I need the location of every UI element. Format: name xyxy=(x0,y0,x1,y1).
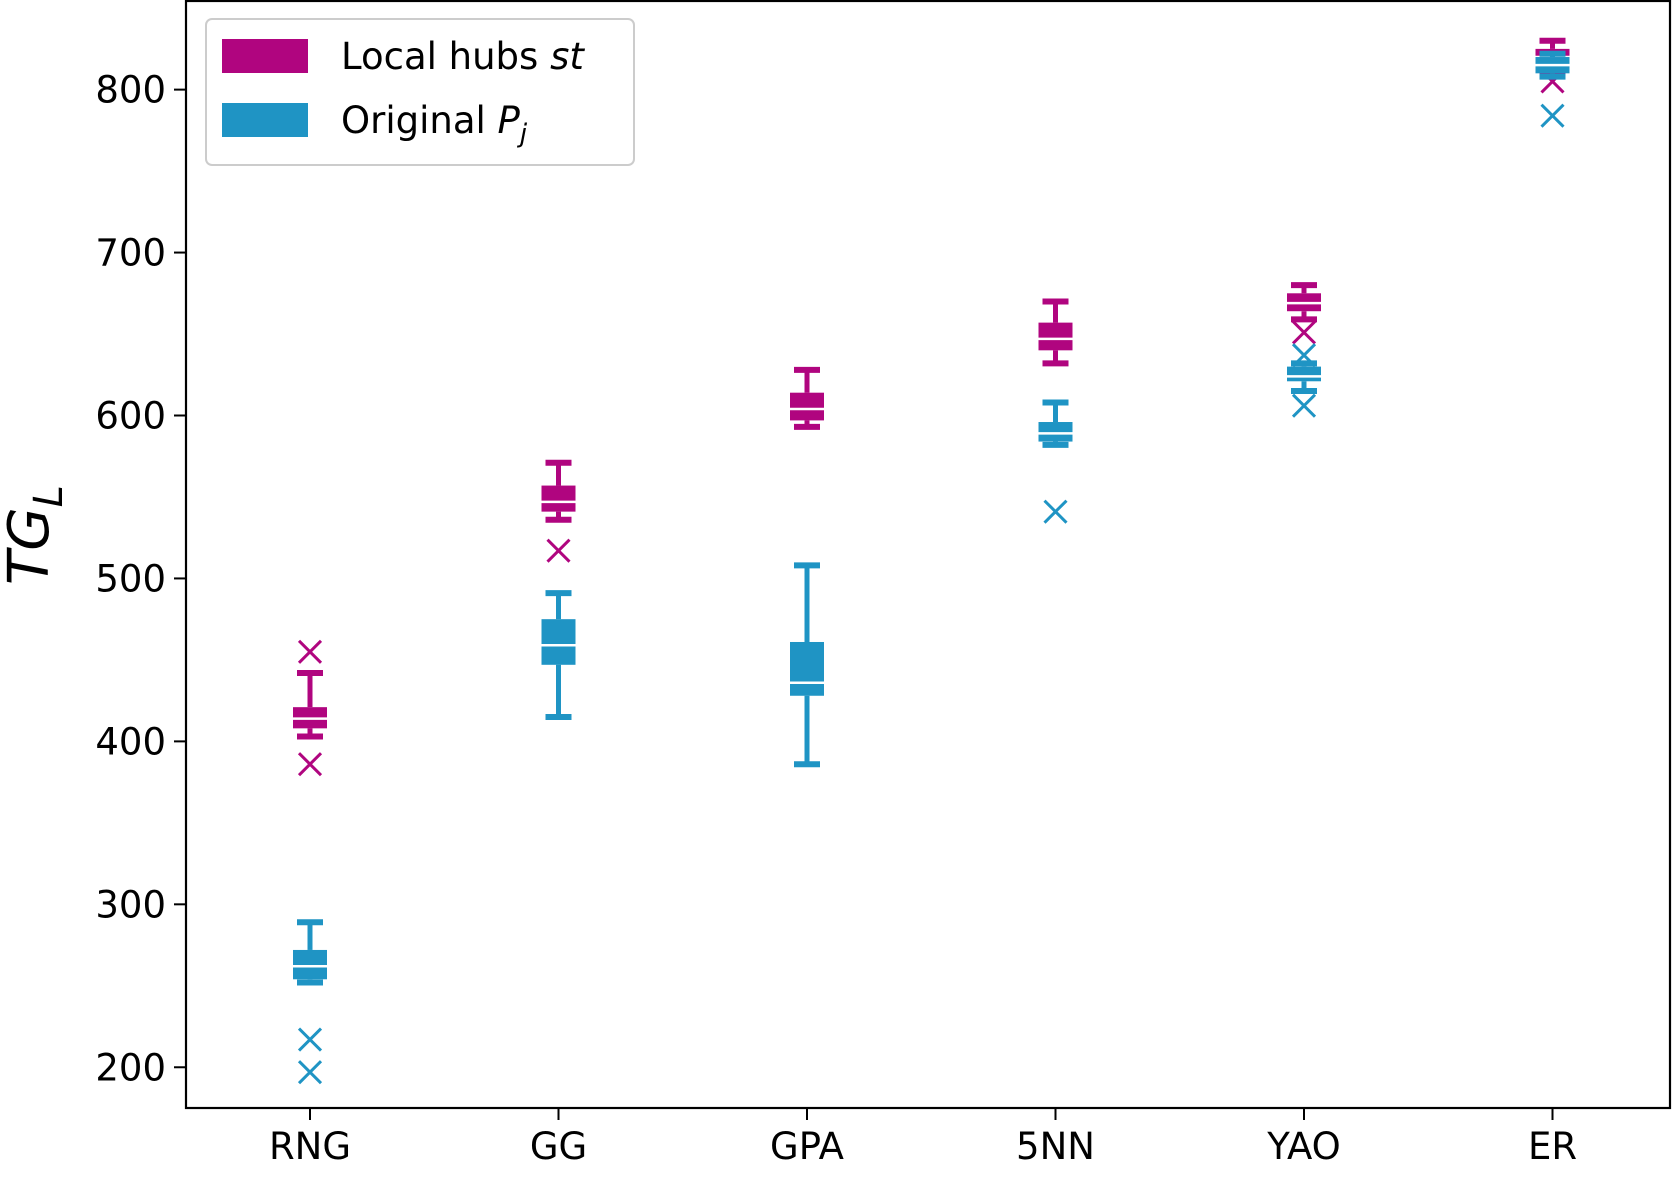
flier-marker xyxy=(297,752,323,777)
flier-marker xyxy=(546,538,571,563)
series-local-hubs-st xyxy=(293,37,1570,777)
box-GPA xyxy=(790,562,824,768)
box-YAO xyxy=(1287,282,1321,345)
flier-stroke xyxy=(297,1060,323,1085)
legend: Local hubs st Original Pj xyxy=(205,18,635,166)
x-tick-label: YAO xyxy=(1266,1125,1341,1168)
y-axis-label: TGL xyxy=(0,485,72,585)
series-original-pj xyxy=(293,50,1570,1085)
box-RNG xyxy=(293,639,327,777)
box-iqr xyxy=(790,641,824,696)
legend-swatch xyxy=(222,103,308,137)
flier-marker xyxy=(297,639,323,664)
x-tick-label: RNG xyxy=(269,1125,351,1168)
box-iqr xyxy=(790,392,824,421)
plot-marks xyxy=(293,37,1570,1085)
flier-stroke xyxy=(1291,393,1317,418)
box-ER xyxy=(1535,50,1570,128)
box-GPA xyxy=(790,366,824,430)
legend-frame xyxy=(205,18,635,166)
box-iqr xyxy=(541,485,576,512)
y-tick-label: 600 xyxy=(95,395,166,438)
y-tick-label: 400 xyxy=(95,720,166,763)
plot-frame xyxy=(184,0,1672,1110)
flier-marker xyxy=(1291,343,1317,368)
x-tick-label: GG xyxy=(530,1125,587,1168)
x-tick-label: GPA xyxy=(770,1125,844,1168)
flier-stroke xyxy=(546,538,571,563)
flier-marker xyxy=(297,1027,323,1052)
flier-stroke xyxy=(1291,320,1317,345)
y-tick-label: 200 xyxy=(95,1046,166,1089)
box-GG xyxy=(541,459,576,563)
flier-stroke xyxy=(297,639,323,664)
flier-stroke xyxy=(1540,103,1565,128)
box-GG xyxy=(541,590,576,720)
flier-stroke xyxy=(1291,343,1317,368)
box-iqr xyxy=(1038,322,1073,351)
flier-stroke xyxy=(1043,499,1068,524)
legend-label: Original Pj xyxy=(341,99,528,149)
box-5NN xyxy=(1038,399,1073,524)
y-tick-label: 800 xyxy=(95,69,166,112)
y-tick-label: 300 xyxy=(95,883,166,926)
box-iqr xyxy=(293,949,327,980)
box-iqr xyxy=(1038,422,1073,442)
box-RNG xyxy=(293,919,327,1085)
flier-stroke xyxy=(297,752,323,777)
x-tick-label: ER xyxy=(1528,1125,1577,1168)
x-tick-label: 5NN xyxy=(1016,1125,1095,1168)
flier-marker xyxy=(1291,320,1317,345)
box-YAO xyxy=(1287,343,1321,418)
box-iqr xyxy=(541,619,576,665)
y-tick-label: 700 xyxy=(95,232,166,275)
flier-marker xyxy=(1540,103,1565,128)
box-iqr xyxy=(1287,366,1321,382)
legend-swatch xyxy=(222,39,308,73)
legend-label: Local hubs st xyxy=(341,35,585,78)
flier-marker xyxy=(1043,499,1068,524)
flier-marker xyxy=(1291,393,1317,418)
flier-stroke xyxy=(297,1027,323,1052)
box-5NN xyxy=(1038,298,1073,367)
y-tick-label: 500 xyxy=(95,557,166,600)
flier-marker xyxy=(297,1060,323,1085)
